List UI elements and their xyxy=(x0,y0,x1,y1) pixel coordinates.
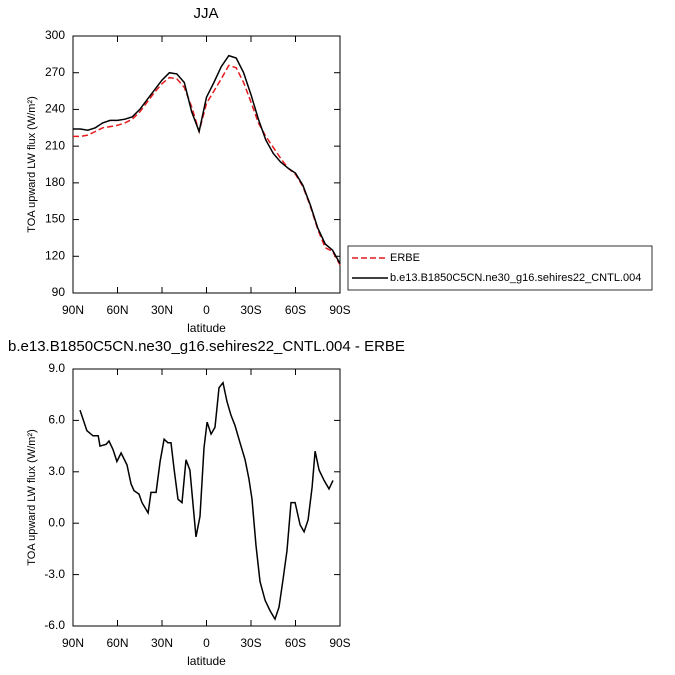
x-tick-label: 0 xyxy=(203,303,210,317)
y-tick-label: 0.0 xyxy=(48,515,65,529)
x-tick-label: 90N xyxy=(62,303,84,317)
x-tick-label: 30N xyxy=(151,303,173,317)
x-tick-label: 90S xyxy=(329,303,350,317)
y-tick-label: 210 xyxy=(45,138,65,152)
x-tick-label: 30N xyxy=(151,636,173,650)
y-tick-label: 90 xyxy=(52,285,66,299)
y-tick-label: 6.0 xyxy=(48,413,65,427)
x-tick-label: 60N xyxy=(106,303,128,317)
legend-label: ERBE xyxy=(390,252,420,264)
x-tick-label: 0 xyxy=(203,636,210,650)
y-tick-label: 9.0 xyxy=(48,361,65,375)
legend-label: b.e13.B1850C5CN.ne30_g16.sehires22_CNTL.… xyxy=(390,272,641,284)
chart-title: JJA xyxy=(193,5,218,22)
y-tick-label: 300 xyxy=(45,28,65,42)
y-tick-label: 180 xyxy=(45,175,65,189)
x-tick-label: 60N xyxy=(106,636,128,650)
data-line xyxy=(73,54,341,264)
x-tick-label: 60S xyxy=(285,636,306,650)
x-axis-label: latitude xyxy=(187,654,226,668)
y-axis-label: TOA upward LW flux (W/m²) xyxy=(26,429,38,566)
plot-frame xyxy=(72,35,341,294)
x-tick-label: 30S xyxy=(240,303,261,317)
data-line xyxy=(79,380,334,621)
chart-title: b.e13.B1850C5CN.ne30_g16.sehires22_CNTL.… xyxy=(8,338,405,355)
x-tick-label: 30S xyxy=(240,636,261,650)
plot-frame xyxy=(72,368,341,627)
y-axis-label: TOA upward LW flux (W/m²) xyxy=(26,96,38,233)
x-axis-label: latitude xyxy=(187,321,226,335)
y-tick-label: 3.0 xyxy=(48,464,65,478)
x-tick-label: 60S xyxy=(285,303,306,317)
y-tick-label: 240 xyxy=(45,102,65,116)
y-tick-label: 270 xyxy=(45,65,65,79)
data-line xyxy=(73,64,341,266)
y-tick-label: -6.0 xyxy=(44,618,65,632)
y-tick-label: 150 xyxy=(45,212,65,226)
x-tick-label: 90N xyxy=(62,636,84,650)
legend-box xyxy=(347,245,653,291)
x-tick-label: 90S xyxy=(329,636,350,650)
y-tick-label: -3.0 xyxy=(44,567,65,581)
y-tick-label: 120 xyxy=(45,248,65,262)
